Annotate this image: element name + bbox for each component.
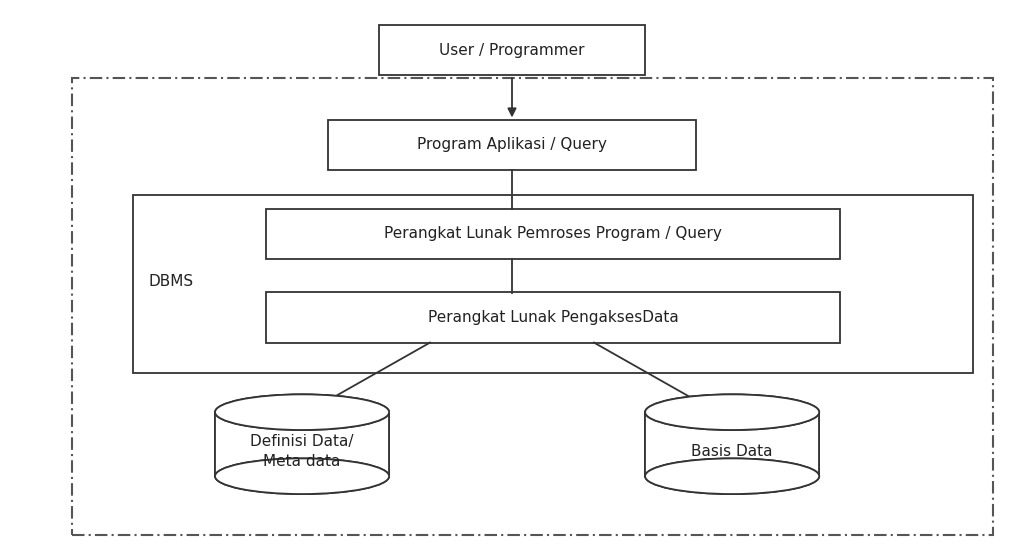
Text: User / Programmer: User / Programmer	[439, 43, 585, 57]
Text: Definisi Data/
Meta data: Definisi Data/ Meta data	[250, 434, 354, 470]
Ellipse shape	[645, 394, 819, 430]
Ellipse shape	[215, 458, 389, 494]
Ellipse shape	[215, 394, 389, 430]
Polygon shape	[645, 412, 819, 476]
FancyBboxPatch shape	[266, 292, 840, 343]
Text: Perangkat Lunak Pemroses Program / Query: Perangkat Lunak Pemroses Program / Query	[384, 227, 722, 241]
FancyBboxPatch shape	[379, 25, 645, 75]
Text: Perangkat Lunak PengaksesData: Perangkat Lunak PengaksesData	[428, 310, 678, 325]
Ellipse shape	[645, 458, 819, 494]
Polygon shape	[645, 412, 819, 476]
Text: DBMS: DBMS	[148, 274, 194, 289]
Polygon shape	[215, 412, 389, 476]
Ellipse shape	[645, 458, 819, 494]
FancyBboxPatch shape	[266, 209, 840, 259]
FancyBboxPatch shape	[328, 120, 696, 170]
Ellipse shape	[645, 394, 819, 430]
Ellipse shape	[215, 458, 389, 494]
Text: Program Aplikasi / Query: Program Aplikasi / Query	[417, 138, 607, 152]
Polygon shape	[215, 412, 389, 476]
Text: Basis Data: Basis Data	[691, 444, 773, 460]
Ellipse shape	[215, 394, 389, 430]
